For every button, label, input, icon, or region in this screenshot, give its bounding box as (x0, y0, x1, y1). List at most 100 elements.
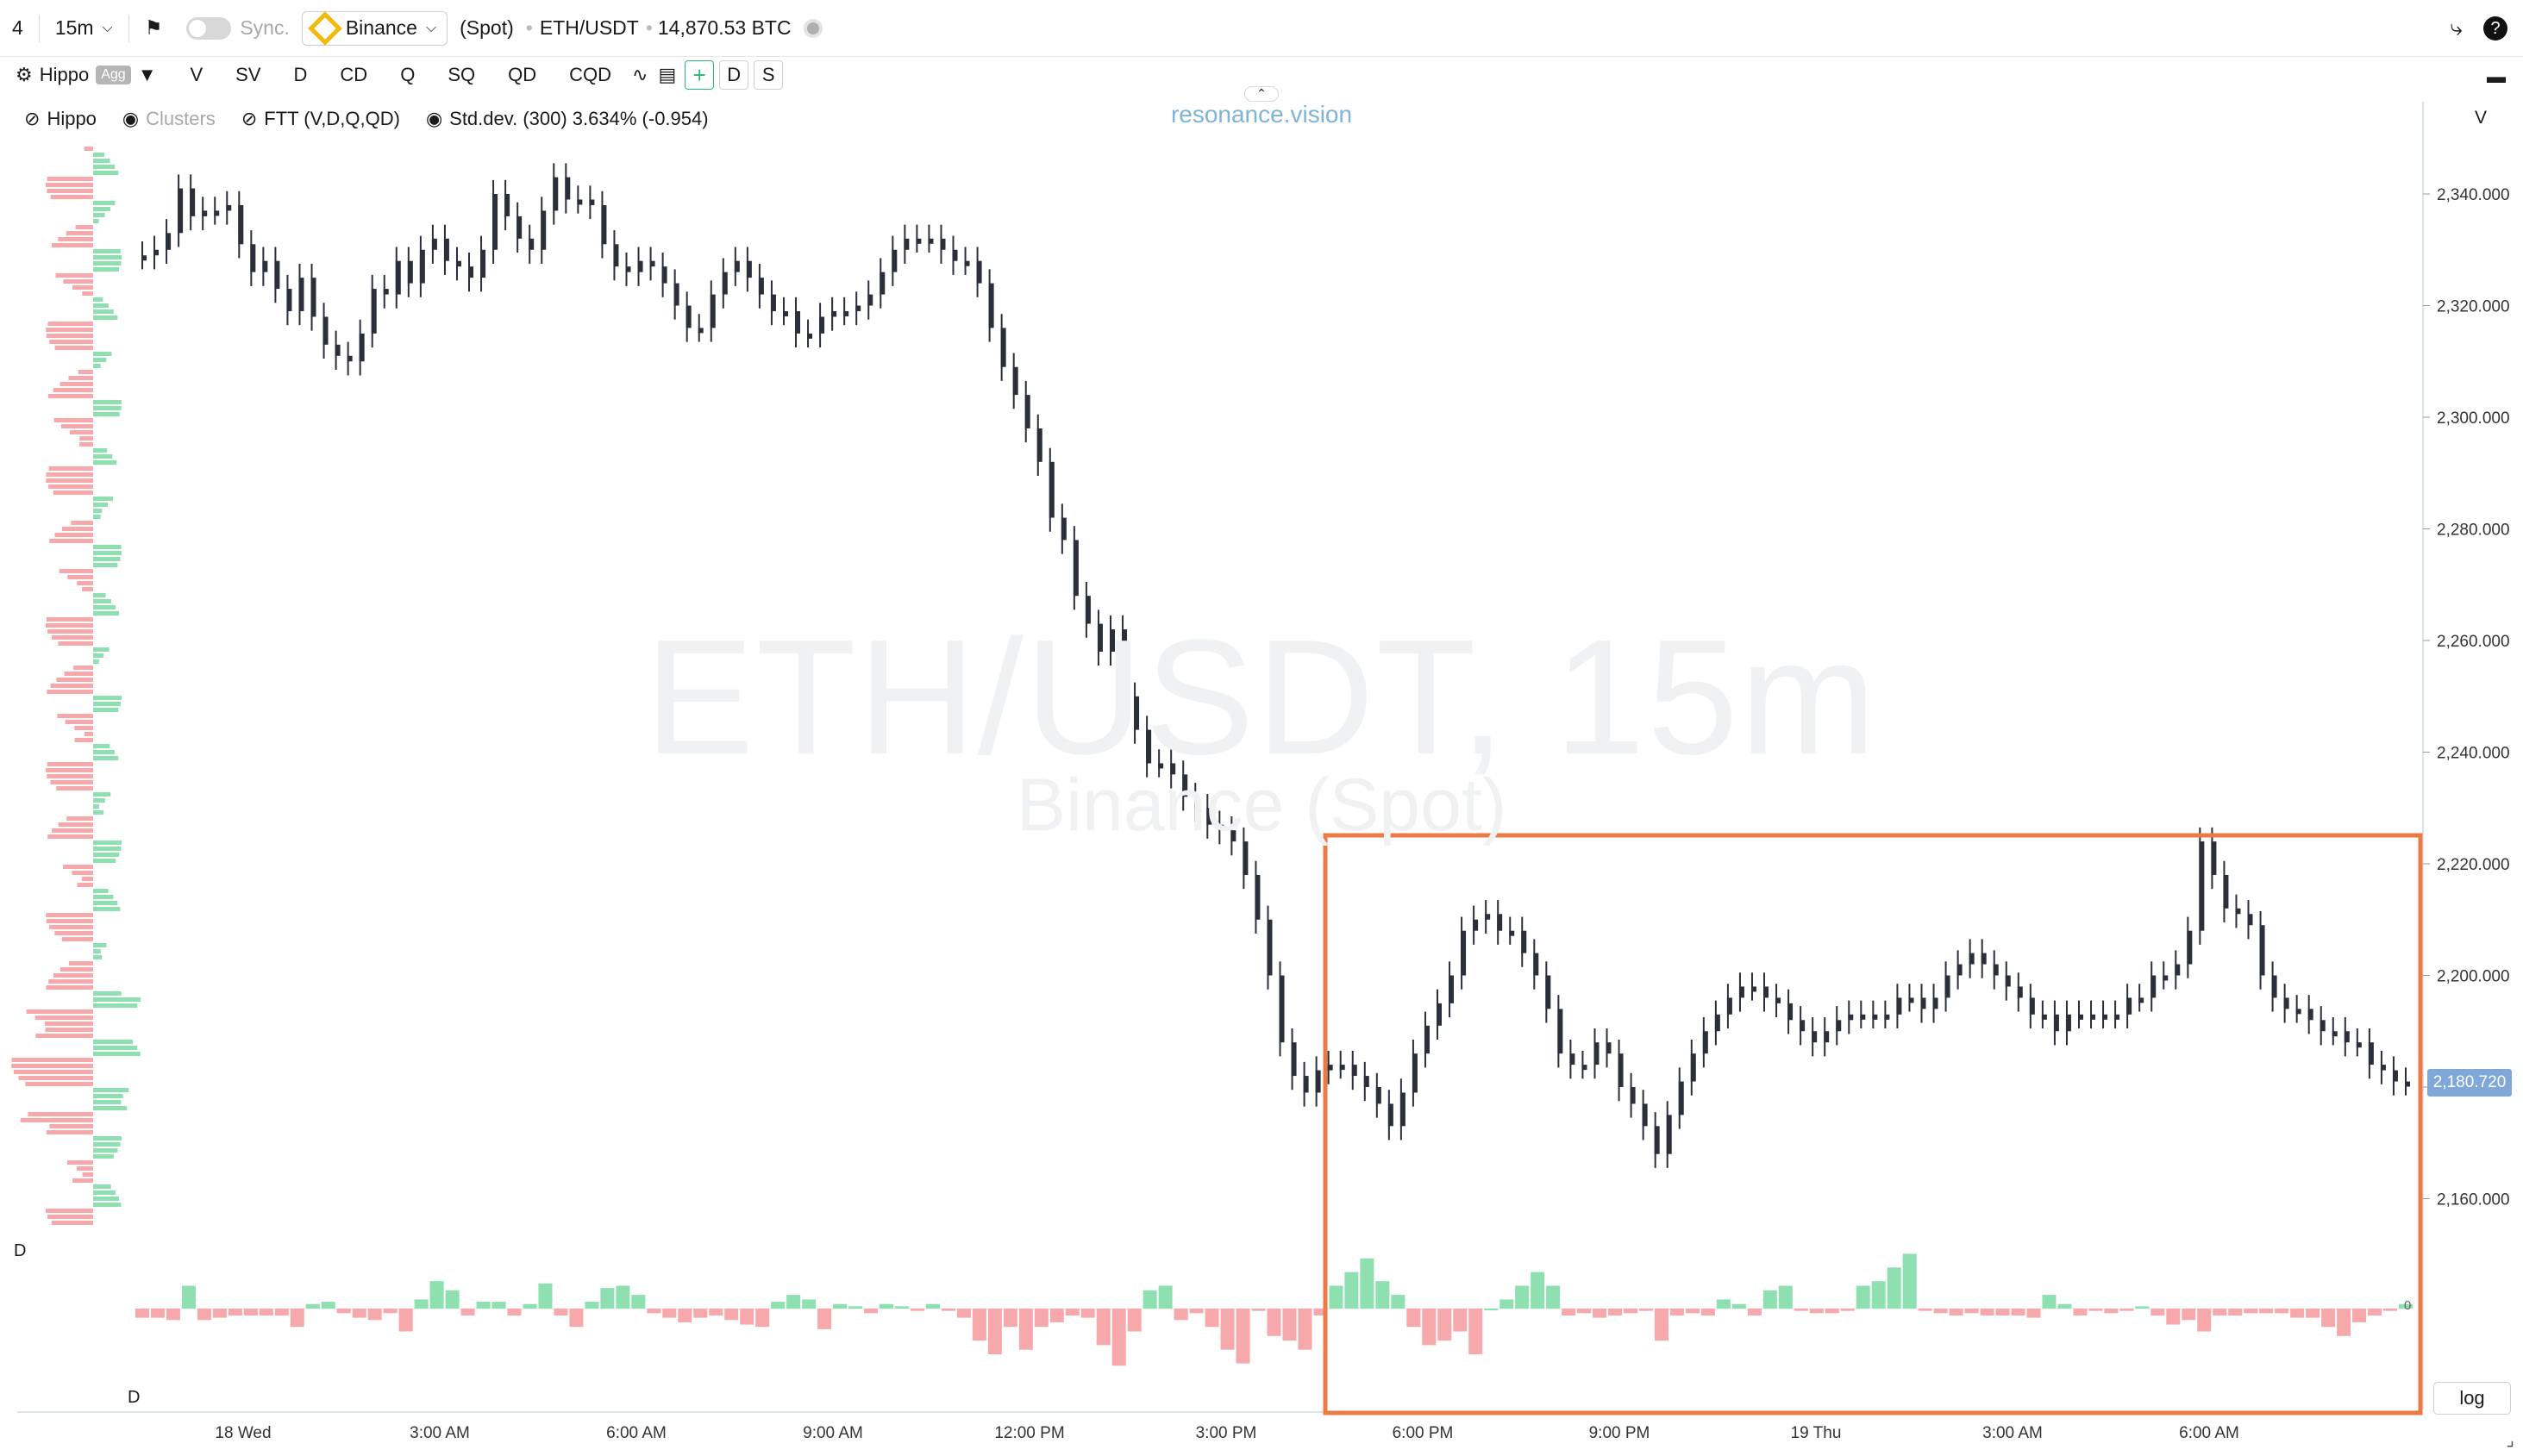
delta-bar (507, 1309, 522, 1315)
timeframe-select[interactable]: 15m ⌵ (43, 0, 125, 56)
candle-body (867, 294, 873, 306)
btn-q[interactable]: Q (400, 64, 416, 85)
delta-bar (1809, 1309, 1824, 1314)
collapse-toggle[interactable]: ⌃ (1244, 86, 1279, 102)
btn-d[interactable]: D (293, 64, 308, 85)
candle-body (335, 344, 341, 356)
line-chart-icon[interactable]: ∿ (632, 64, 648, 85)
document-icon[interactable]: ▤ (658, 64, 677, 85)
volume-profile-bar (59, 382, 93, 386)
agg-badge[interactable]: Agg (96, 66, 131, 84)
add-button[interactable]: + (685, 60, 715, 90)
time-tick-label: 9:00 AM (803, 1424, 863, 1442)
volume-profile-bar (45, 1028, 93, 1032)
candle-body (2392, 1070, 2398, 1082)
preset-label[interactable]: Hippo (39, 64, 90, 85)
delta-bar (1700, 1309, 1715, 1315)
legend-clusters[interactable]: ◉ Clusters (122, 108, 216, 130)
btn-s-toggle[interactable]: S (754, 60, 784, 90)
symbol-label[interactable]: ETH/USDT (539, 16, 639, 39)
candle-body (214, 210, 220, 216)
filter-icon[interactable]: ▼ (137, 64, 157, 85)
gear-icon[interactable]: ⚙ (16, 64, 33, 85)
delta-bar (880, 1303, 894, 1309)
delta-bar (1282, 1309, 1297, 1341)
volume-profile-bar (46, 183, 93, 187)
eye-off-icon[interactable]: ⊘ (24, 108, 41, 129)
status-dot-icon (803, 18, 823, 38)
volume-profile-bar (93, 207, 110, 211)
volume-profile-bar (56, 678, 93, 682)
candle-body (1424, 1025, 1430, 1054)
volume-label: 14,870.53 BTC (657, 16, 792, 39)
flag-icon[interactable]: ⚑ (144, 16, 163, 39)
candle-body (964, 260, 970, 266)
legend-hippo[interactable]: ⊘ Hippo (24, 108, 97, 130)
candle-body (577, 199, 583, 205)
log-scale-button[interactable]: log (2433, 1382, 2511, 1415)
volume-profile-bar (13, 1070, 93, 1074)
volume-profile-bar (93, 219, 99, 223)
btn-sv[interactable]: SV (235, 64, 261, 85)
volume-profile-bar (93, 1106, 128, 1110)
btn-cd[interactable]: CD (340, 64, 368, 85)
volume-profile-bar (93, 1142, 121, 1147)
eye-icon[interactable]: ◉ (122, 108, 140, 129)
delta-bar (166, 1309, 180, 1321)
candle-body (1533, 953, 1539, 976)
btn-v[interactable]: V (190, 64, 203, 85)
btn-d-toggle[interactable]: D (719, 60, 749, 90)
volume-profile-bar (81, 877, 93, 881)
indicator-toolbar: ⚙ Hippo Agg ▼ V SV D CD Q SQ QD CQD ∿ ▤ … (0, 57, 2523, 93)
volume-profile-bar (66, 1160, 93, 1165)
candle-body (504, 194, 510, 216)
candle-body (661, 266, 667, 284)
volume-profile-bar (50, 195, 93, 199)
volume-profile-bar (68, 376, 93, 380)
delta-bar (150, 1309, 165, 1318)
exchange-select[interactable]: Binance ⌵ (301, 10, 448, 46)
candle-body (1969, 953, 1975, 965)
candle-body (2235, 908, 2241, 915)
ruler-icon[interactable]: ▬ (2487, 66, 2506, 87)
toggle-switch[interactable] (186, 16, 232, 40)
volume-profile-bar (93, 1184, 111, 1189)
btn-qd[interactable]: QD (508, 64, 537, 85)
candle-body (443, 238, 449, 261)
candle-body (1763, 986, 1769, 998)
delta-bar (305, 1303, 320, 1309)
eye-icon[interactable]: ◉ (425, 108, 443, 129)
btn-sq[interactable]: SQ (448, 64, 476, 85)
resize-handle-icon[interactable]: ⌟ (2506, 1431, 2514, 1450)
sync-toggle[interactable]: Sync. (174, 0, 302, 56)
share-icon[interactable]: ⤷ (2450, 15, 2463, 41)
volume-profile-bar (93, 1136, 122, 1140)
time-tick-label: 6:00 PM (1393, 1424, 1454, 1442)
candle-body (2332, 1031, 2338, 1037)
delta-bar (1453, 1309, 1468, 1332)
candle-body (1399, 1092, 1405, 1127)
volume-profile-bar (51, 1221, 93, 1225)
price-tick-label: 2,160.000 (2437, 1191, 2510, 1209)
volume-profile-bar (47, 834, 93, 839)
highlight-rectangle[interactable] (1323, 833, 2423, 1415)
legend-ftt[interactable]: ⊘ FTT (V,D,Q,QD) (241, 108, 400, 130)
candle-body (1061, 517, 1067, 541)
candle-body (480, 249, 486, 278)
volume-profile-bar (93, 448, 108, 453)
volume-profile-bar (53, 973, 93, 978)
delta-bar (1391, 1295, 1405, 1309)
btn-cqd[interactable]: CQD (569, 64, 611, 85)
layout-count[interactable]: 4 (12, 16, 23, 39)
help-icon[interactable]: ? (2483, 16, 2507, 41)
delta-bar (243, 1309, 258, 1315)
delta-bar (1825, 1309, 1839, 1314)
delta-bar (259, 1309, 273, 1315)
delta-bar (1360, 1258, 1374, 1309)
candle-body (395, 260, 401, 295)
volume-profile-bar (93, 406, 122, 410)
candle-body (238, 204, 244, 245)
legend-stddev[interactable]: ◉ Std.dev. (300) 3.634% (-0.954) (426, 108, 709, 130)
eye-off-icon[interactable]: ⊘ (241, 108, 258, 129)
